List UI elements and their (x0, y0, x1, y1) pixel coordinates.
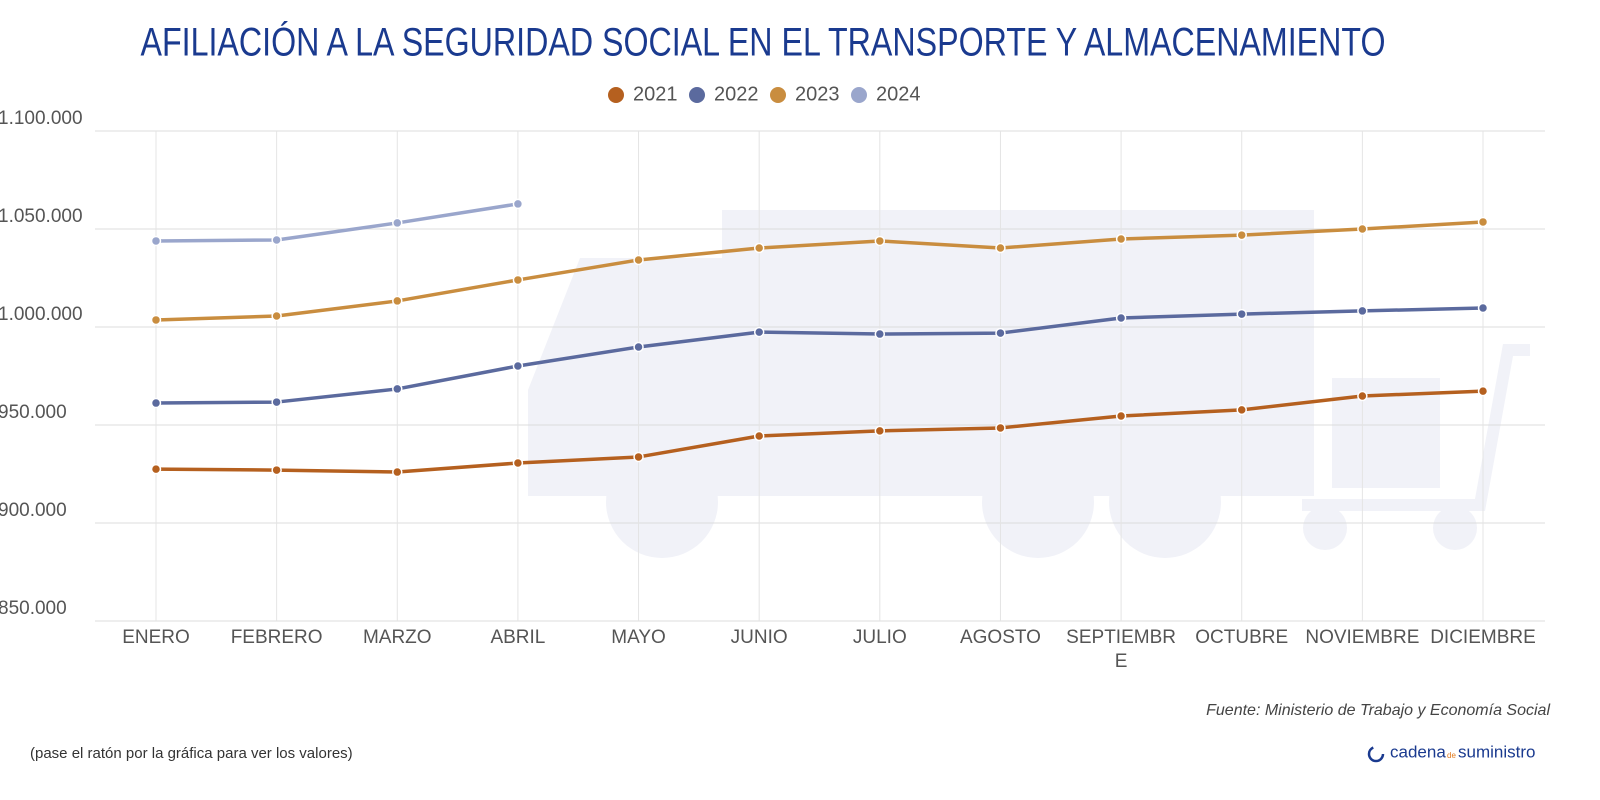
legend-label: 2021 (633, 83, 678, 105)
grid (95, 130, 1545, 622)
x-tick-label: ENERO (122, 627, 190, 648)
chart-title: AFILIACIÓN A LA SEGURIDAD SOCIAL EN EL T… (141, 20, 1386, 65)
x-tick-label: DICIEMBRE (1430, 627, 1536, 648)
data-point (753, 326, 765, 338)
x-tick-label-line: SEPTIEMBR (1066, 627, 1176, 648)
legend-label: 2024 (876, 83, 921, 105)
series-line (155, 202, 519, 243)
source: Fuente: Ministerio de Trabajo y Economía… (1206, 702, 1550, 719)
x-tick-label: AGOSTO (960, 627, 1041, 648)
data-point (271, 234, 282, 246)
y-tick-label: 900.000 (0, 500, 67, 521)
x-tick-label: SEPTIEMBR E (1066, 627, 1176, 672)
data-point (150, 235, 162, 247)
series-line (155, 220, 1484, 322)
data-point (1115, 312, 1127, 324)
legend: 2021 2022 2023 2024 (608, 83, 921, 105)
series-line (155, 389, 1484, 474)
data-point (753, 242, 765, 254)
y-tick-label: 1.100.000 (0, 108, 83, 129)
x-tick-label: MAYO (611, 627, 666, 648)
x-tick-label: OCTUBRE (1195, 627, 1288, 648)
data-point (633, 341, 644, 353)
series-line (155, 306, 1484, 405)
x-tick-label: JULIO (853, 627, 907, 648)
data-point (271, 310, 282, 322)
x-tick-label: JUNIO (731, 627, 788, 648)
data-point (392, 217, 403, 229)
data-point (874, 425, 886, 437)
data-point (1115, 410, 1127, 422)
legend-label: 2022 (714, 83, 759, 105)
data-point (995, 242, 1006, 254)
legend-marker (689, 87, 705, 103)
data-point (874, 235, 886, 247)
logo-icon (1367, 745, 1385, 763)
x-tick-label: NOVIEMBRE (1305, 627, 1419, 648)
x-tick-label: ABRIL (490, 627, 545, 648)
legend-marker (770, 87, 786, 103)
data-point (1236, 229, 1247, 241)
data-point (1477, 216, 1489, 228)
data-point (1477, 385, 1489, 397)
data-point (633, 254, 644, 266)
data-point (1236, 404, 1247, 416)
data-point (753, 430, 765, 442)
data-point (633, 451, 644, 463)
data-point (874, 328, 886, 340)
data-point (1357, 390, 1368, 402)
y-tick-label: 1.000.000 (0, 304, 83, 325)
data-point (995, 422, 1006, 434)
x-tick-label: MARZO (363, 627, 432, 648)
x-tick-label-line: E (1115, 651, 1128, 672)
legend-marker (851, 87, 867, 103)
logo-word: de (1447, 751, 1456, 760)
data-point (150, 314, 162, 326)
x-tick-label: FEBRERO (231, 627, 323, 648)
logo: cadena de suministro (1367, 742, 1535, 763)
data-point (995, 327, 1006, 339)
data-point (512, 360, 524, 372)
legend-marker (608, 87, 624, 103)
data-point (1357, 305, 1368, 317)
legend-label: 2023 (795, 83, 840, 105)
data-point (392, 466, 403, 478)
data-point (271, 464, 282, 476)
y-tick-label: 950.000 (0, 402, 67, 423)
data-point (392, 383, 403, 395)
logo-word: cadena (1390, 742, 1446, 761)
data-point (1236, 308, 1247, 320)
data-point (392, 295, 403, 307)
note: (pase el ratón por la gráfica para ver l… (30, 745, 353, 762)
data-point (271, 396, 282, 408)
logo-word: suministro (1458, 742, 1535, 761)
data-point (512, 457, 524, 469)
watermark (528, 210, 1530, 558)
data-point (1357, 223, 1368, 235)
data-point (1115, 233, 1127, 245)
y-tick-label: 850.000 (0, 598, 67, 619)
data-point (512, 274, 524, 286)
y-tick-label: 1.050.000 (0, 206, 83, 227)
data-point (1477, 302, 1489, 314)
data-point (512, 198, 524, 210)
data-point (150, 463, 162, 475)
data-point (150, 397, 162, 409)
